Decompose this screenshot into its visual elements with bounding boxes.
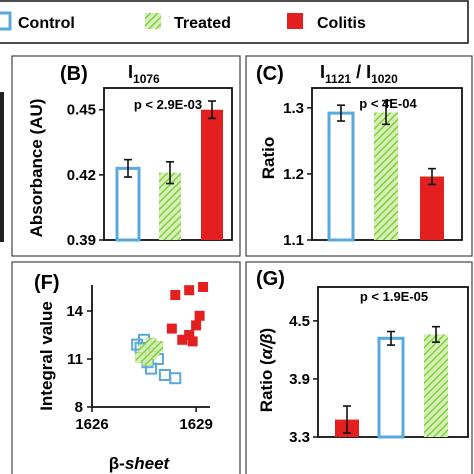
bar-control <box>377 336 405 439</box>
bar-treated <box>374 112 398 240</box>
legend-label-colitis: Colitis <box>317 15 366 32</box>
y-tick-label: 8 <box>75 399 83 416</box>
p-value-annotation: p < 4E-04 <box>359 96 417 111</box>
ylabel-b: Absorbance (AU) <box>27 99 46 238</box>
plot-c: 1.1 1.2 1.3 p < 4E-04 <box>283 87 463 249</box>
y-tick-label: 11 <box>67 351 83 368</box>
panel-frame-f <box>11 261 241 474</box>
bar-treated <box>424 334 448 437</box>
plot-f: 8 11 14 1626 1629 <box>66 282 213 433</box>
left-edge-bar <box>0 92 4 242</box>
legend-label-control: Control <box>18 15 75 32</box>
point-colitis <box>177 334 188 345</box>
legend-label-treated: Treated <box>174 15 231 32</box>
legend-swatch-colitis <box>287 13 303 29</box>
x-tick-label: 1626 <box>75 416 108 433</box>
y-tick-label: 4.5 <box>289 313 310 330</box>
point-colitis <box>191 320 202 331</box>
x-tick-label: 1629 <box>179 416 212 433</box>
y-tick-label: 0.42 <box>67 167 96 184</box>
plot-b: 0.39 0.42 0.45 p < 2.9E-03 <box>67 87 233 249</box>
title-b: I1076 <box>128 62 160 86</box>
panel-label-f: (F) <box>34 272 60 294</box>
ylabel-g: Ratio (α/β) <box>257 328 276 412</box>
legend-swatch-control <box>0 11 12 31</box>
bar-treated <box>159 172 181 240</box>
panel-label-g: (G) <box>256 268 285 290</box>
y-tick-label: 0.45 <box>67 102 96 119</box>
y-tick-label: 1.2 <box>283 166 304 183</box>
plot-g: 3.3 3.9 4.5 p < 1.9E-05 <box>289 286 469 446</box>
panel-frame-c <box>245 55 473 257</box>
legend-swatch-treated <box>145 13 161 29</box>
y-tick-label: 14 <box>66 303 83 320</box>
panel-frames <box>11 55 473 474</box>
legend: Control Treated Colitis <box>0 0 469 44</box>
panel-label-b: (B) <box>60 63 88 85</box>
p-value-annotation: p < 1.9E-05 <box>360 289 428 304</box>
point-control <box>158 369 171 381</box>
point-treated <box>135 352 146 363</box>
panel-frame-g <box>245 261 473 474</box>
bar-colitis <box>201 109 223 240</box>
point-colitis <box>166 323 177 334</box>
panel-label-c: (C) <box>256 63 284 85</box>
panel-frame-b <box>11 55 241 257</box>
title-c: I1121 / I1020 <box>320 62 398 86</box>
point-colitis <box>170 290 181 300</box>
point-control <box>169 372 182 385</box>
y-tick-label: 1.1 <box>283 232 304 249</box>
xlabel-f: β-sheet <box>109 454 171 473</box>
ylabel-f: Integral value <box>37 301 56 411</box>
point-colitis <box>194 310 205 321</box>
point-colitis <box>184 330 195 340</box>
point-colitis <box>184 285 195 296</box>
ylabel-c: Ratio <box>259 137 278 180</box>
y-tick-label: 3.9 <box>289 371 310 388</box>
bar-control <box>115 166 141 242</box>
legend-frame <box>0 0 469 44</box>
point-treated <box>145 337 157 349</box>
point-colitis <box>198 282 209 292</box>
bar-control <box>327 111 355 242</box>
bar-colitis <box>420 176 444 240</box>
p-value-annotation: p < 2.9E-03 <box>134 97 202 112</box>
y-tick-label: 0.39 <box>67 232 96 249</box>
y-tick-label: 1.3 <box>283 100 304 117</box>
y-tick-label: 3.3 <box>289 429 310 446</box>
point-colitis <box>187 336 198 347</box>
